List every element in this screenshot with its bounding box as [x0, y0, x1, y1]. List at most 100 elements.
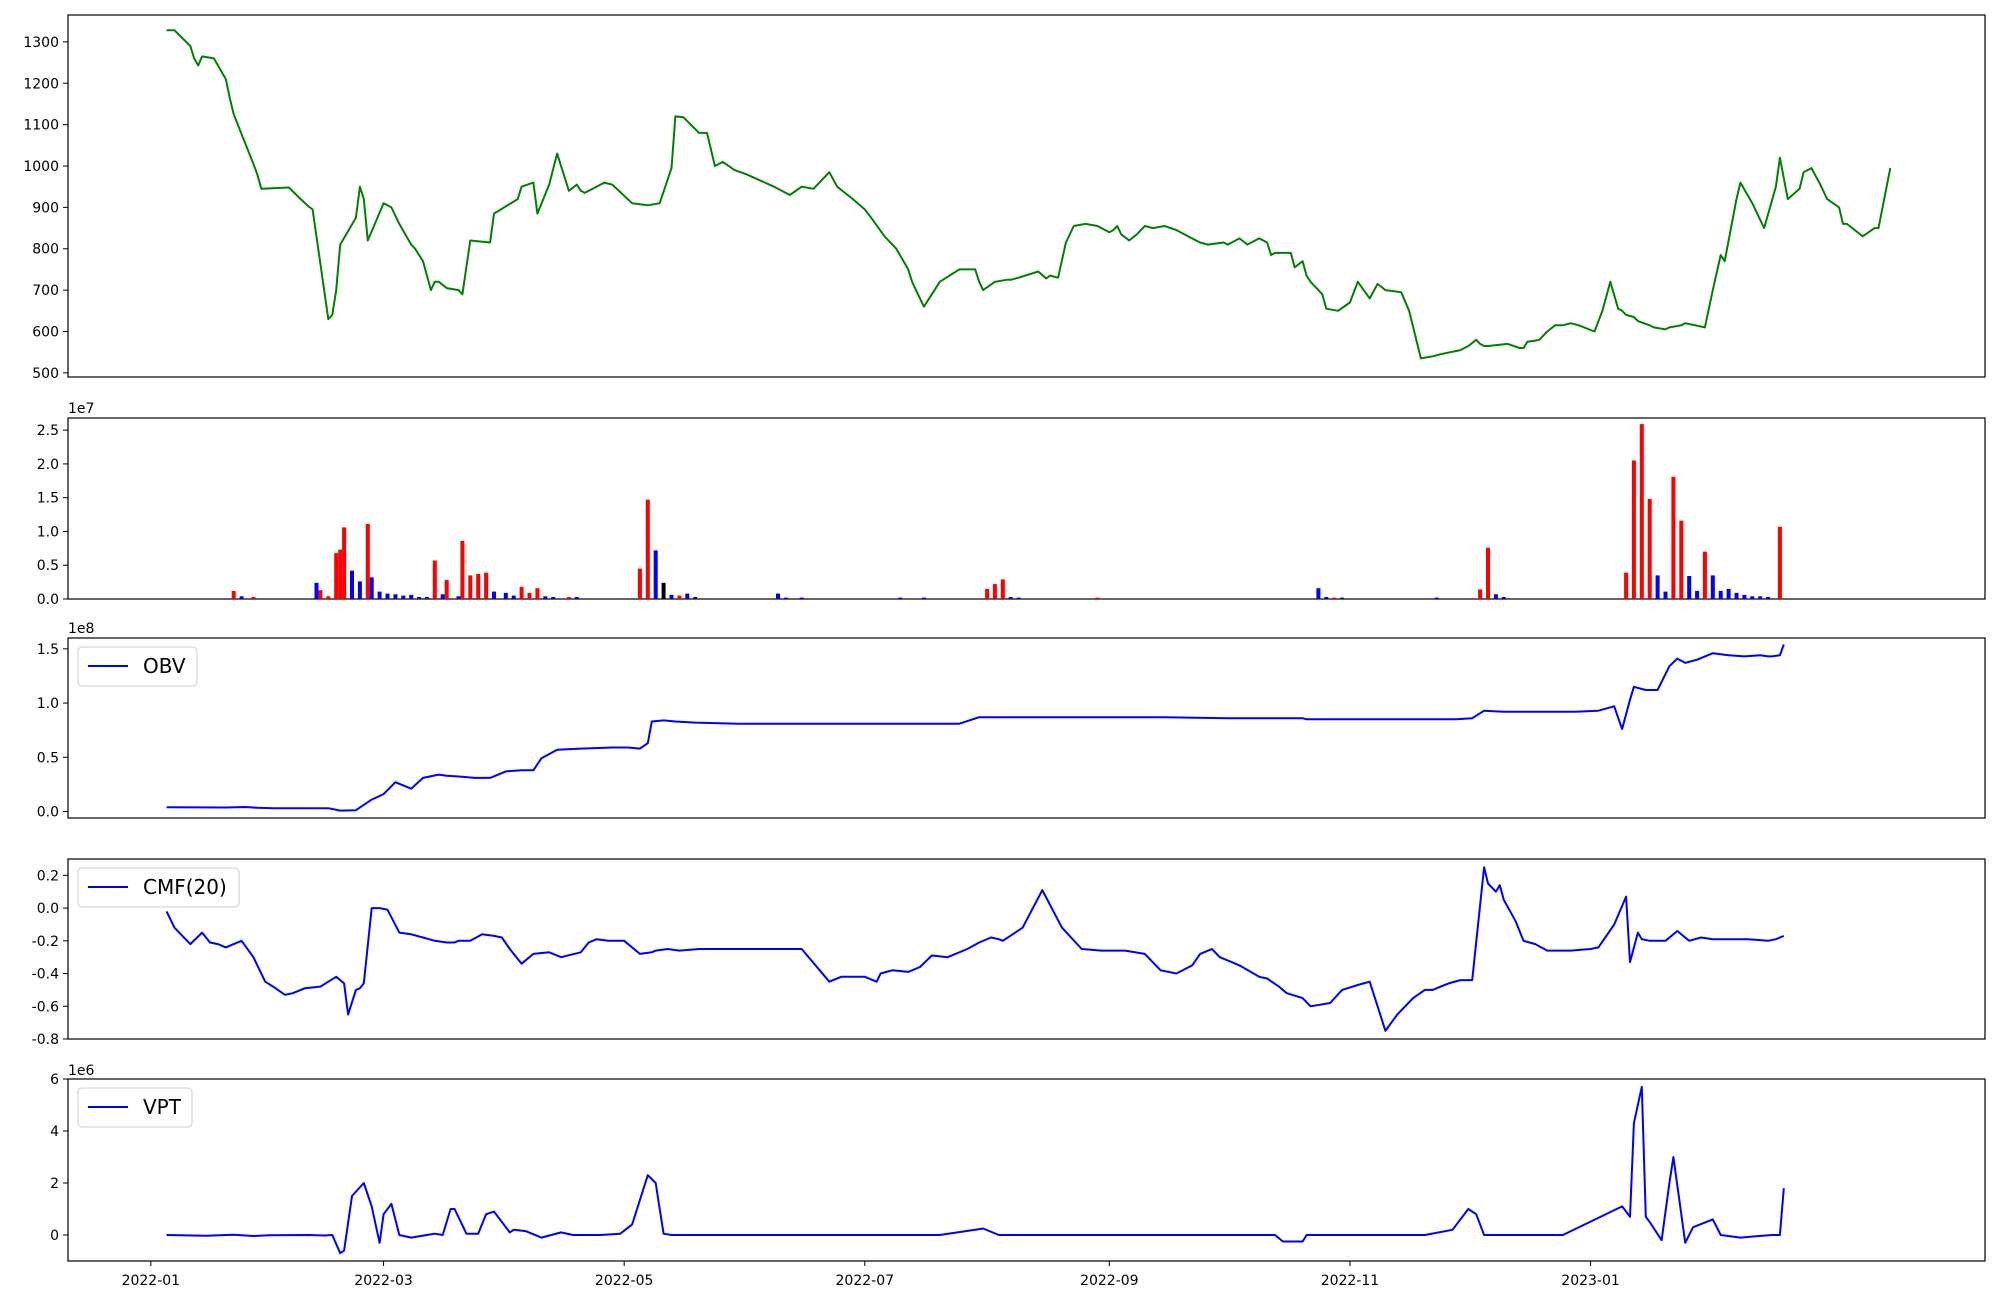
volume-bar-47: [783, 597, 788, 599]
obv-y-tick-label-0: 0.0: [37, 804, 59, 820]
volume-bar-73: [1679, 520, 1684, 599]
volume-bar-16: [401, 595, 406, 599]
price-y-tick-label-4: 900: [32, 200, 59, 216]
volume-bar-66: [1624, 572, 1629, 599]
x-tick-label-6: 2023-01: [1561, 1273, 1620, 1289]
vpt-legend-label: VPT: [143, 1095, 182, 1119]
x-tick-label-3: 2022-07: [836, 1273, 895, 1289]
obv-series: [166, 644, 1785, 812]
volume-y-tick-label-1: 0.5: [37, 558, 59, 574]
obv-scale-label: 1e8: [68, 621, 94, 637]
volume-bar-79: [1726, 588, 1731, 599]
volume-bar-43: [677, 595, 682, 599]
volume-bar-23: [456, 596, 461, 599]
volume-y-tick-label-4: 2.0: [37, 457, 59, 473]
volume-bar-42: [669, 594, 674, 599]
volume-bar-19: [424, 597, 429, 599]
vpt-legend-box: [77, 1087, 193, 1128]
volume-bar-39: [645, 499, 650, 599]
price-y-tick-label-5: 1000: [23, 159, 59, 175]
obv-legend-label: OBV: [143, 654, 186, 678]
volume-bar-62: [1478, 589, 1483, 599]
x-tick-label-2: 2022-05: [595, 1273, 654, 1289]
cmf-plot-frame: [67, 858, 1986, 1040]
volume-bar-75: [1695, 590, 1700, 599]
cmf-y-tick-label-5: 0.2: [37, 868, 59, 884]
volume-bar-27: [484, 572, 489, 599]
volume-bar-11: [365, 524, 370, 599]
volume-bar-46: [776, 593, 780, 599]
volume-bar-72: [1671, 476, 1676, 599]
vpt-y-tick-label-3: 6: [50, 1072, 59, 1088]
volume-bar-83: [1758, 596, 1763, 599]
volume-bar-6: [334, 553, 339, 599]
volume-bar-69: [1647, 499, 1652, 599]
volume-panel: 1e7 0.0 0.5 1.0 1.5 2.0 2.5: [37, 401, 1986, 608]
volume-bar-76: [1702, 551, 1707, 599]
volume-bar-25: [468, 575, 473, 599]
volume-plot-frame: [67, 417, 1986, 600]
volume-bar-5: [326, 596, 331, 599]
x-tick-label-4: 2022-09: [1080, 1273, 1139, 1289]
cmf-y-tick-label-1: -0.6: [32, 999, 59, 1015]
obv-legend: OBV: [77, 646, 198, 687]
volume-bar-74: [1687, 576, 1692, 599]
obv-plot-frame: [67, 637, 1986, 819]
volume-bar-18: [417, 597, 422, 599]
volume-bar-30: [511, 595, 516, 599]
volume-bar-20: [432, 560, 437, 599]
volume-bar-10: [357, 581, 362, 599]
volume-bar-53: [1000, 579, 1005, 599]
volume-bar-35: [551, 597, 556, 599]
volume-bar-0: [231, 590, 236, 599]
volume-bar-14: [385, 593, 390, 599]
volume-y-tick-label-5: 2.5: [37, 423, 59, 439]
obv-y-axis: 0.0 0.5 1.0 1.5: [37, 642, 68, 820]
cmf-legend: CMF(20): [77, 867, 240, 908]
vpt-line-0: [166, 1085, 1785, 1255]
volume-bar-26: [476, 574, 481, 599]
volume-scale-label: 1e7: [68, 401, 94, 417]
volume-bar-8: [342, 527, 347, 599]
volume-bar-33: [535, 588, 540, 599]
volume-y-axis: 0.0 0.5 1.0 1.5 2.0 2.5: [37, 423, 68, 608]
volume-bar-32: [527, 592, 532, 599]
volume-bar-65: [1501, 597, 1506, 599]
price-y-tick-label-1: 600: [32, 324, 59, 340]
price-y-tick-label-6: 1100: [23, 118, 59, 134]
volume-bar-31: [519, 586, 524, 599]
vpt-series: [166, 1085, 1785, 1255]
obv-y-tick-label-2: 1.0: [37, 696, 59, 712]
volume-bar-78: [1718, 590, 1723, 599]
vpt-plot-frame: [67, 1078, 1986, 1262]
volume-bar-55: [1016, 597, 1021, 599]
volume-bar-41: [661, 582, 666, 599]
vpt-y-tick-label-0: 0: [50, 1228, 59, 1244]
obv-y-tick-label-3: 1.5: [37, 642, 59, 658]
cmf-y-axis: -0.8 -0.6 -0.4 -0.2 0.0 0.2: [32, 868, 68, 1048]
volume-bar-50: [921, 597, 926, 599]
volume-y-tick-label-0: 0.0: [37, 592, 59, 608]
price-line-0: [166, 29, 1892, 360]
volume-bar-85: [1777, 526, 1782, 599]
volume-bar-44: [685, 593, 690, 599]
volume-bar-54: [1008, 597, 1013, 599]
volume-bar-61: [1434, 597, 1439, 599]
price-y-axis: 500 600 700 800 900 1000 1100 1200 1300: [23, 35, 68, 382]
volume-bar-71: [1663, 591, 1668, 599]
price-plot-frame: [67, 14, 1986, 378]
volume-bar-36: [566, 597, 571, 599]
volume-bar-22: [444, 580, 449, 599]
cmf-line-0: [165, 866, 1785, 1032]
cmf-y-tick-label-2: -0.4: [32, 967, 59, 983]
cmf-y-tick-label-4: 0.0: [37, 901, 59, 917]
volume-bar-59: [1332, 597, 1337, 599]
x-tick-label-0: 2022-01: [122, 1273, 181, 1289]
volume-bar-67: [1631, 460, 1636, 599]
date-x-axis: 2022-01 2022-03 2022-05 2022-07 2022-09 2022-…: [122, 1261, 1620, 1289]
cmf-legend-label: CMF(20): [143, 875, 227, 899]
volume-bar-9: [350, 570, 354, 599]
volume-bar-64: [1493, 594, 1498, 599]
